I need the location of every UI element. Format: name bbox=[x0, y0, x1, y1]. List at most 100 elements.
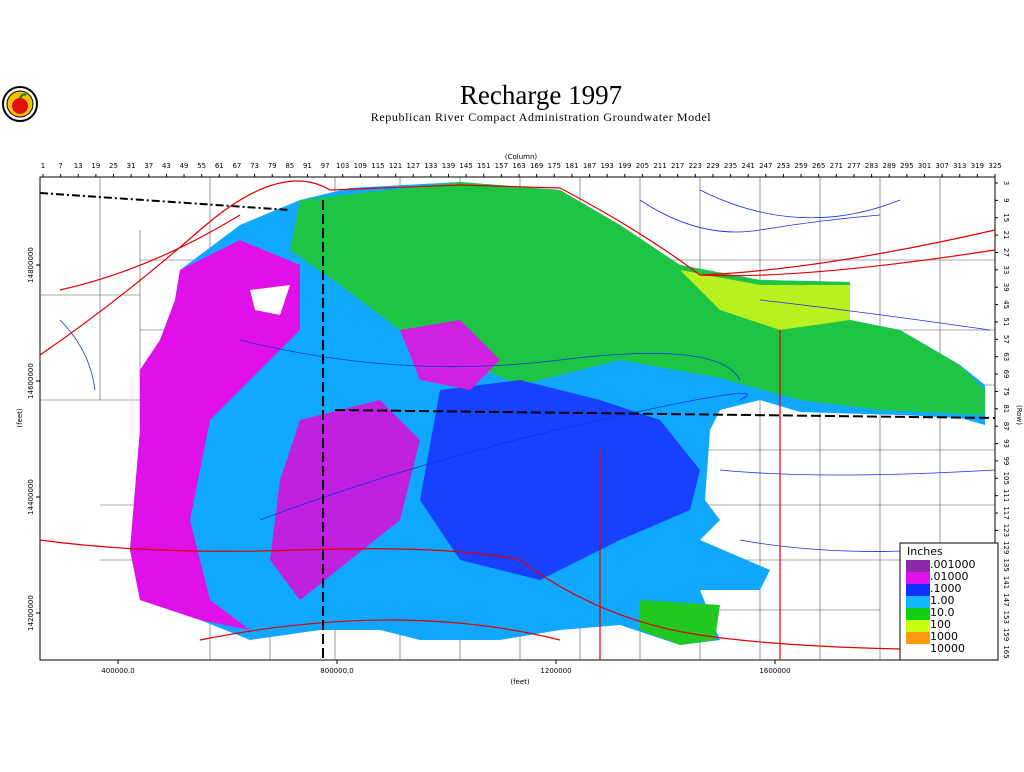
mid-zone bbox=[400, 320, 500, 390]
column-tick-label: 55 bbox=[197, 162, 206, 170]
row-tick-label: 129 bbox=[1002, 541, 1010, 554]
y-tick-label: 14200000 bbox=[27, 595, 35, 631]
column-tick-label: 169 bbox=[530, 162, 543, 170]
column-tick-label: 319 bbox=[971, 162, 984, 170]
column-tick-label: 97 bbox=[321, 162, 330, 170]
row-tick-label: 63 bbox=[1002, 352, 1010, 361]
legend-swatch bbox=[906, 608, 930, 620]
column-tick-label: 157 bbox=[495, 162, 508, 170]
y-tick-label: 14400000 bbox=[27, 479, 35, 515]
legend-swatch bbox=[906, 596, 930, 608]
row-tick-label: 159 bbox=[1002, 628, 1010, 641]
column-tick-label: 313 bbox=[953, 162, 966, 170]
x-tick-label: 400000.0 bbox=[101, 667, 134, 675]
row-tick-label: 99 bbox=[1002, 456, 1010, 465]
rivers bbox=[59, 189, 996, 552]
column-tick-label: 211 bbox=[653, 162, 666, 170]
column-tick-label: 73 bbox=[250, 162, 259, 170]
column-tick-label: 37 bbox=[144, 162, 153, 170]
column-tick-label: 61 bbox=[215, 162, 224, 170]
row-tick-label: 21 bbox=[1002, 231, 1010, 240]
roads bbox=[39, 180, 996, 660]
column-tick-label: 241 bbox=[741, 162, 754, 170]
column-tick-label: 115 bbox=[371, 162, 384, 170]
row-tick-label: 87 bbox=[1002, 422, 1010, 431]
legend-label: 100 bbox=[930, 618, 951, 631]
column-tick-label: 127 bbox=[407, 162, 420, 170]
state-lines bbox=[39, 192, 996, 660]
row-tick-label: 15 bbox=[1002, 213, 1010, 222]
gap bbox=[250, 285, 290, 315]
map bbox=[36, 174, 998, 664]
legend-label: 10.0 bbox=[930, 606, 955, 619]
column-tick-label: 151 bbox=[477, 162, 490, 170]
column-tick-label: 31 bbox=[127, 162, 136, 170]
column-tick-label: 145 bbox=[459, 162, 472, 170]
left-axis-label: (feet) bbox=[16, 408, 24, 428]
column-tick-label: 217 bbox=[671, 162, 684, 170]
column-tick-label: 13 bbox=[74, 162, 83, 170]
row-tick-label: 105 bbox=[1002, 472, 1010, 485]
row-tick-label: 111 bbox=[1002, 489, 1010, 502]
legend-label: .01000 bbox=[930, 570, 969, 583]
row-tick-label: 57 bbox=[1002, 335, 1010, 344]
row-tick-label: 153 bbox=[1002, 611, 1010, 624]
row-tick-label: 33 bbox=[1002, 265, 1010, 274]
column-tick-label: 271 bbox=[830, 162, 843, 170]
row-tick-label: 165 bbox=[1002, 645, 1010, 658]
column-tick-label: 133 bbox=[424, 162, 437, 170]
x-tick-label: 1600000 bbox=[759, 667, 790, 675]
column-tick-label: 1 bbox=[41, 162, 45, 170]
legend-label: 1000 bbox=[930, 630, 958, 643]
legend: Inches .001000.01000.10001.0010.01001000… bbox=[899, 542, 999, 661]
column-tick-label: 181 bbox=[565, 162, 578, 170]
column-tick-label: 223 bbox=[689, 162, 702, 170]
column-tick-label: 277 bbox=[847, 162, 860, 170]
column-tick-label: 7 bbox=[58, 162, 62, 170]
column-tick-label: 259 bbox=[794, 162, 807, 170]
column-tick-label: 103 bbox=[336, 162, 349, 170]
column-tick-label: 253 bbox=[777, 162, 790, 170]
bottom-axis-label: (feet) bbox=[510, 678, 530, 686]
legend-swatch bbox=[906, 560, 930, 572]
row-tick-label: 39 bbox=[1002, 283, 1010, 292]
legend-label: .1000 bbox=[930, 582, 962, 595]
legend-label: 1.00 bbox=[930, 594, 955, 607]
legend-label: .001000 bbox=[930, 558, 976, 571]
column-tick-label: 163 bbox=[512, 162, 525, 170]
column-tick-label: 265 bbox=[812, 162, 825, 170]
legend-title: Inches bbox=[907, 545, 943, 558]
title: Recharge 1997 bbox=[460, 80, 622, 110]
row-tick-label: 69 bbox=[1002, 370, 1010, 379]
row-tick-label: 141 bbox=[1002, 576, 1010, 589]
column-tick-label: 199 bbox=[618, 162, 631, 170]
column-tick-label: 79 bbox=[268, 162, 277, 170]
row-tick-label: 51 bbox=[1002, 318, 1010, 327]
row-tick-label: 147 bbox=[1002, 593, 1010, 606]
legend-swatch bbox=[906, 632, 930, 644]
row-tick-label: 75 bbox=[1002, 387, 1010, 396]
right-axis-label: (Row) bbox=[1015, 405, 1023, 425]
west-zone bbox=[130, 240, 300, 630]
column-tick-label: 67 bbox=[232, 162, 241, 170]
x-tick-label: 1200000 bbox=[540, 667, 571, 675]
y-tick-label: 14800000 bbox=[27, 247, 35, 283]
column-tick-label: 139 bbox=[442, 162, 455, 170]
column-tick-label: 289 bbox=[883, 162, 896, 170]
legend-swatch bbox=[906, 584, 930, 596]
row-tick-label: 117 bbox=[1002, 506, 1010, 519]
column-tick-label: 295 bbox=[900, 162, 913, 170]
row-tick-label: 27 bbox=[1002, 248, 1010, 257]
column-tick-label: 187 bbox=[583, 162, 596, 170]
row-tick-label: 3 bbox=[1002, 181, 1010, 185]
legend-swatch bbox=[906, 620, 930, 632]
row-tick-label: 45 bbox=[1002, 300, 1010, 309]
column-tick-label: 301 bbox=[918, 162, 931, 170]
column-tick-label: 85 bbox=[285, 162, 294, 170]
high-zone bbox=[680, 270, 850, 330]
south-zone bbox=[640, 600, 720, 645]
row-tick-label: 9 bbox=[1002, 198, 1010, 202]
column-tick-label: 325 bbox=[988, 162, 1001, 170]
legend-label: 10000 bbox=[930, 642, 965, 655]
